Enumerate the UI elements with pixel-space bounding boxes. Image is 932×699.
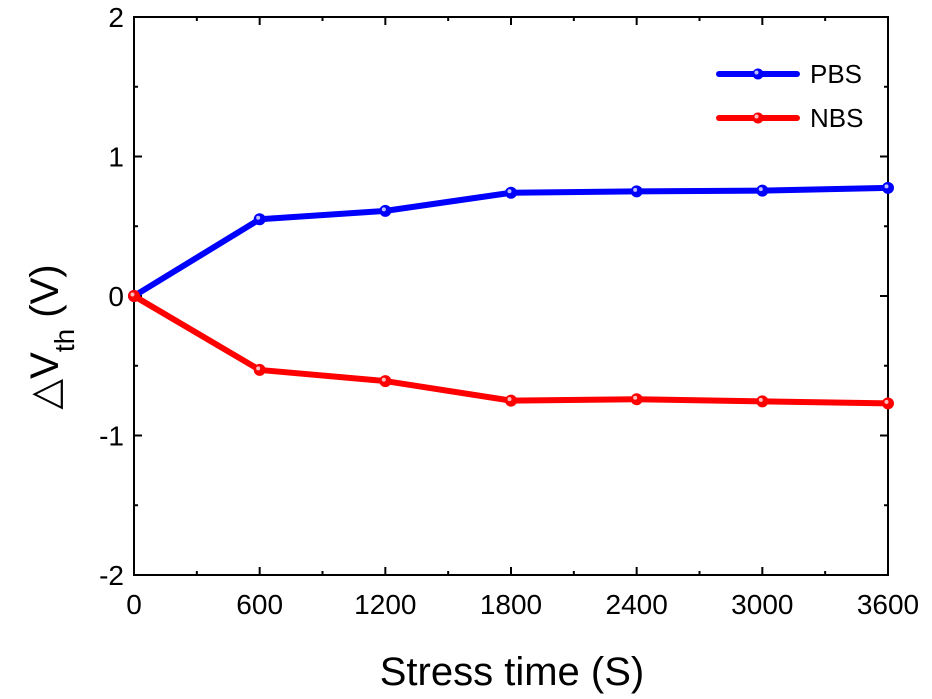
plot-border bbox=[133, 16, 889, 576]
legend-marker-highlight-pbs bbox=[754, 70, 759, 75]
y-axis-title: △Vth (V) bbox=[23, 264, 80, 409]
y-tick-label: 2 bbox=[108, 2, 124, 33]
x-tick-label: 1800 bbox=[480, 589, 542, 620]
x-tick-label: 2400 bbox=[606, 589, 668, 620]
y-tick-label: 1 bbox=[108, 142, 124, 173]
x-tick-label: 0 bbox=[126, 589, 142, 620]
y-tick-label: 0 bbox=[108, 281, 124, 312]
pbs-data-point-highlight bbox=[381, 207, 386, 212]
pbs-series-line bbox=[131, 184, 891, 299]
pbs-data-point-highlight bbox=[758, 187, 763, 192]
pbs-data-point-highlight bbox=[256, 215, 261, 220]
legend-marker-nbs bbox=[752, 112, 764, 124]
pbs-data-point-highlight bbox=[884, 184, 889, 189]
pbs-data-point bbox=[630, 185, 643, 198]
nbs-data-point bbox=[505, 394, 517, 407]
y-axis-title-suffix: (V) bbox=[23, 264, 67, 328]
nbs-data-point-highlight bbox=[130, 292, 135, 297]
pbs-data-point bbox=[505, 186, 517, 199]
nbs-data-point-highlight bbox=[633, 395, 638, 400]
legend-marker-pbs bbox=[752, 68, 764, 80]
nbs-data-point-highlight bbox=[381, 377, 386, 382]
nbs-data-point-highlight bbox=[256, 366, 261, 371]
nbs-data-point bbox=[882, 397, 894, 410]
nbs-data-point-highlight bbox=[758, 397, 763, 402]
legend-label-nbs: NBS bbox=[810, 103, 863, 133]
nbs-data-point bbox=[630, 393, 643, 406]
x-tick-label: 600 bbox=[236, 589, 283, 620]
y-axis-title-prefix: △V bbox=[23, 352, 67, 410]
pbs-data-point bbox=[756, 184, 769, 197]
legend: PBS NBS bbox=[716, 59, 863, 133]
nbs-data-point bbox=[379, 375, 392, 388]
series-layer bbox=[128, 181, 894, 410]
x-tick-label: 1200 bbox=[354, 589, 416, 620]
axes: 0 600 1200 1800 2400 3000 3600 -2 -1 0 1 2 bbox=[99, 2, 919, 620]
nbs-series-line bbox=[131, 293, 891, 407]
plot-frame bbox=[133, 16, 889, 576]
pbs-data-point bbox=[882, 181, 894, 194]
y-tick-label: -1 bbox=[99, 421, 124, 452]
pbs-data-point-highlight bbox=[633, 187, 638, 192]
nbs-data-point bbox=[253, 363, 266, 376]
y-axis-title-subscript: th bbox=[49, 329, 80, 352]
nbs-data-point-highlight bbox=[884, 399, 889, 404]
pbs-data-point-highlight bbox=[507, 189, 512, 194]
legend-label-pbs: PBS bbox=[810, 59, 862, 89]
nbs-data-point bbox=[128, 290, 140, 302]
nbs-data-point-highlight bbox=[507, 397, 512, 402]
pbs-data-point bbox=[379, 204, 392, 217]
x-axis-title: Stress time (S) bbox=[380, 650, 644, 694]
pbs-data-point bbox=[253, 213, 266, 226]
y-tick-label: -2 bbox=[99, 560, 124, 591]
nbs-data-point bbox=[756, 395, 769, 408]
x-tick-label: 3600 bbox=[857, 589, 919, 620]
legend-marker-highlight-nbs bbox=[754, 114, 759, 119]
x-tick-label: 3000 bbox=[731, 589, 793, 620]
